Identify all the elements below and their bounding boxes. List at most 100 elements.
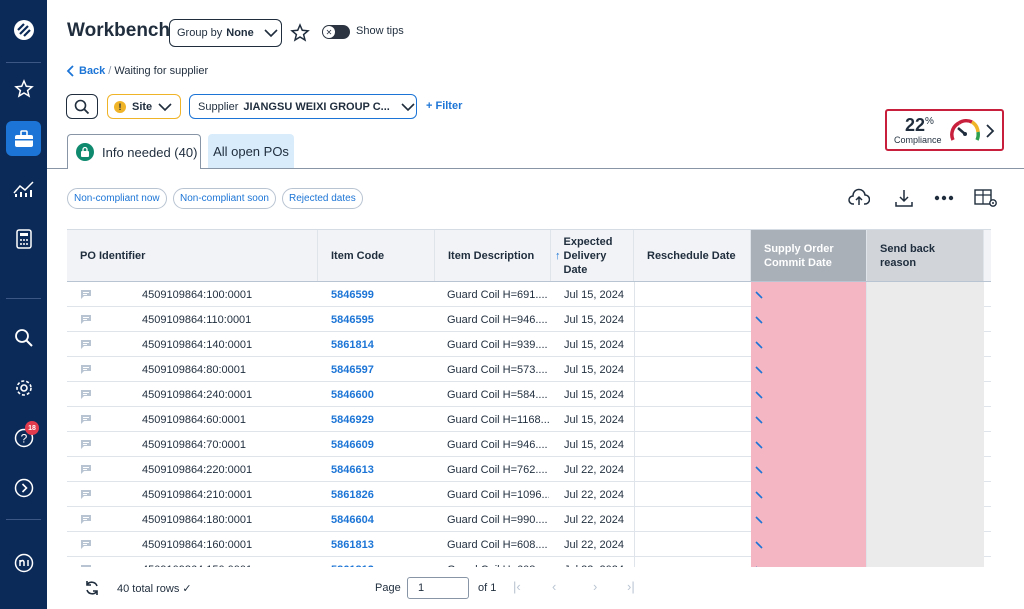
column-header-expected-delivery-date[interactable]: ↑ Expected Delivery Date — [551, 230, 634, 281]
reschedule-date-cell[interactable] — [634, 407, 750, 432]
item-code-link[interactable]: 5846604 — [331, 513, 374, 526]
comment-icon[interactable] — [80, 332, 96, 357]
page-number-input[interactable]: 1 — [407, 577, 469, 599]
comment-icon[interactable] — [80, 282, 96, 307]
comment-icon[interactable] — [80, 432, 96, 457]
table-row[interactable]: 4509109864:210:0001 5861826 Guard Coil H=1… — [67, 482, 991, 507]
commit-date-cell[interactable] — [751, 507, 867, 532]
supplier-filter-chip[interactable]: Supplier JIANGSU WEIXI GROUP C... — [189, 94, 417, 119]
reschedule-date-cell[interactable] — [634, 382, 750, 407]
quick-filter-rejected-dates[interactable]: Rejected dates — [282, 188, 363, 209]
column-header-po-identifier[interactable]: PO Identifier — [67, 230, 318, 281]
commit-date-cell[interactable] — [751, 407, 867, 432]
upload-cloud-icon[interactable] — [848, 188, 871, 211]
commit-date-cell[interactable] — [751, 557, 867, 567]
next-page-icon[interactable]: › — [593, 579, 598, 594]
send-back-reason-cell[interactable] — [867, 557, 984, 567]
item-code-link[interactable]: 5861826 — [331, 488, 374, 501]
send-back-reason-cell[interactable] — [867, 507, 984, 532]
analytics-chart-icon[interactable] — [6, 171, 41, 206]
table-row[interactable]: 4509109864:80:0001 5846597 Guard Coil H=57… — [67, 357, 991, 382]
table-row[interactable]: 4509109864:160:0001 5861813 Guard Coil H=6… — [67, 532, 991, 557]
commit-date-cell[interactable] — [751, 307, 867, 332]
send-back-reason-cell[interactable] — [867, 432, 984, 457]
comment-icon[interactable] — [80, 307, 96, 332]
favorite-star-icon[interactable] — [290, 23, 310, 46]
reschedule-date-cell[interactable] — [634, 457, 750, 482]
column-header-send-back-reason[interactable]: Send back reason — [867, 230, 984, 281]
item-code-link[interactable]: 5846929 — [331, 413, 374, 426]
workbench-briefcase-icon[interactable] — [6, 121, 41, 156]
item-code-link[interactable]: 5861813 — [331, 538, 374, 551]
comment-icon[interactable] — [80, 482, 96, 507]
refresh-icon[interactable] — [84, 580, 100, 599]
item-code-link[interactable]: 5861814 — [331, 338, 374, 351]
reschedule-date-cell[interactable] — [634, 332, 750, 357]
back-link[interactable]: Back — [79, 65, 106, 77]
comment-icon[interactable] — [80, 407, 96, 432]
group-by-dropdown[interactable]: Group by None — [169, 19, 282, 47]
download-icon[interactable] — [894, 188, 914, 211]
table-row[interactable]: 4509109864:60:0001 5846929 Guard Coil H=11… — [67, 407, 991, 432]
send-back-reason-cell[interactable] — [867, 407, 984, 432]
commit-date-cell[interactable] — [751, 282, 867, 307]
tab-info-needed[interactable]: Info needed (40) — [67, 134, 201, 169]
item-code-link[interactable]: 5846609 — [331, 438, 374, 451]
column-header-item-description[interactable]: Item Description — [435, 230, 551, 281]
search-icon[interactable] — [6, 320, 41, 355]
commit-date-cell[interactable] — [751, 432, 867, 457]
comment-icon[interactable] — [80, 457, 96, 482]
comment-icon[interactable] — [80, 557, 96, 567]
table-row[interactable]: 4509109864:110:0001 5846595 Guard Coil H=9… — [67, 307, 991, 332]
table-row[interactable]: 4509109864:140:0001 5861814 Guard Coil H=9… — [67, 332, 991, 357]
column-header-supply-order-commit-date[interactable]: Supply Order Commit Date — [751, 230, 867, 281]
table-row[interactable]: 4509109864:180:0001 5846604 Guard Coil H=9… — [67, 507, 991, 532]
item-code-link[interactable]: 5846600 — [331, 388, 374, 401]
commit-date-cell[interactable] — [751, 382, 867, 407]
commit-date-cell[interactable] — [751, 357, 867, 382]
reschedule-date-cell[interactable] — [634, 532, 750, 557]
commit-date-cell[interactable] — [751, 482, 867, 507]
column-header-item-code[interactable]: Item Code — [318, 230, 435, 281]
show-tips-toggle[interactable]: ✕ — [322, 25, 350, 39]
table-row[interactable]: 4509109864:100:0001 5846599 Guard Coil H=6… — [67, 282, 991, 307]
last-page-icon[interactable]: ›| — [627, 579, 635, 594]
send-back-reason-cell[interactable] — [867, 482, 984, 507]
site-filter-chip[interactable]: ! Site — [107, 94, 181, 119]
quick-filter-non-compliant-soon[interactable]: Non-compliant soon — [173, 188, 276, 209]
table-row[interactable]: 4509109864:240:0001 5846600 Guard Coil H=5… — [67, 382, 991, 407]
settings-gear-icon[interactable] — [6, 370, 41, 405]
more-options-icon[interactable] — [934, 192, 954, 207]
brand-logo-icon[interactable] — [6, 545, 41, 580]
comment-icon[interactable] — [80, 357, 96, 382]
send-back-reason-cell[interactable] — [867, 282, 984, 307]
item-code-link[interactable]: 5846597 — [331, 363, 374, 376]
quick-filter-non-compliant-now[interactable]: Non-compliant now — [67, 188, 167, 209]
table-row[interactable]: 4509109864:150:0001 5861812 Guard Coil H=6… — [67, 557, 991, 567]
reschedule-date-cell[interactable] — [634, 357, 750, 382]
table-row[interactable]: 4509109864:70:0001 5846609 Guard Coil H=94… — [67, 432, 991, 457]
comment-icon[interactable] — [80, 507, 96, 532]
table-row[interactable]: 4509109864:220:0001 5846613 Guard Coil H=7… — [67, 457, 991, 482]
send-back-reason-cell[interactable] — [867, 307, 984, 332]
add-filter-button[interactable]: + Filter — [426, 100, 463, 112]
reschedule-date-cell[interactable] — [634, 432, 750, 457]
expand-chevron-icon[interactable] — [6, 470, 41, 505]
item-code-link[interactable]: 5846595 — [331, 313, 374, 326]
search-button[interactable] — [66, 94, 98, 119]
send-back-reason-cell[interactable] — [867, 532, 984, 557]
item-code-link[interactable]: 5846613 — [331, 463, 374, 476]
reschedule-date-cell[interactable] — [634, 282, 750, 307]
commit-date-cell[interactable] — [751, 332, 867, 357]
item-code-link[interactable]: 5861812 — [331, 557, 431, 568]
reschedule-date-cell[interactable] — [634, 557, 750, 567]
column-header-reschedule-date[interactable]: Reschedule Date — [634, 230, 751, 281]
comment-icon[interactable] — [80, 532, 96, 557]
send-back-reason-cell[interactable] — [867, 382, 984, 407]
send-back-reason-cell[interactable] — [867, 457, 984, 482]
send-back-reason-cell[interactable] — [867, 332, 984, 357]
comment-icon[interactable] — [80, 382, 96, 407]
reschedule-date-cell[interactable] — [634, 482, 750, 507]
commit-date-cell[interactable] — [751, 457, 867, 482]
reschedule-date-cell[interactable] — [634, 507, 750, 532]
